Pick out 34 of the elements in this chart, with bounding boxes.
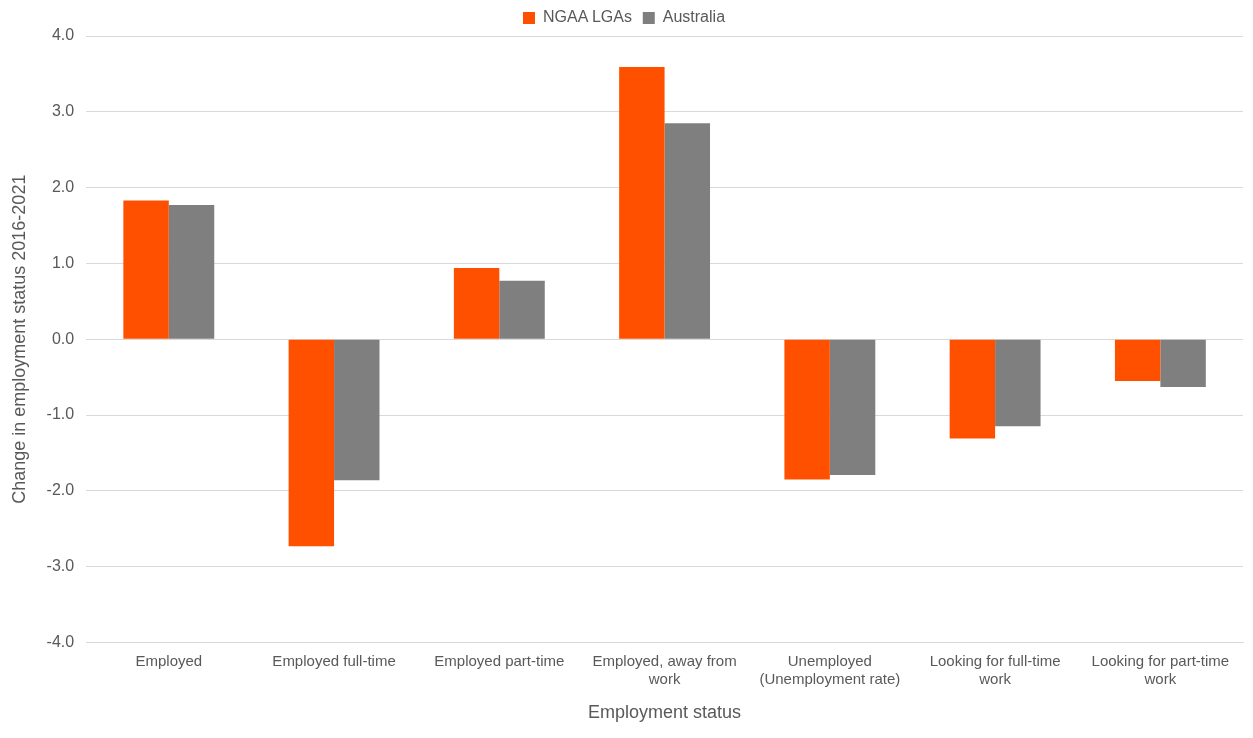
x-tick-label: Looking for full-time work <box>929 651 1061 687</box>
x-axis-title: Employment status <box>588 702 742 723</box>
x-tick-label: Unemployed (Unemployment rate) <box>759 651 901 687</box>
x-tick-label: Looking for part-time work <box>1091 651 1230 687</box>
bar <box>664 123 711 339</box>
bar <box>829 339 876 475</box>
bar <box>949 339 996 439</box>
y-tick-label: 1.0 <box>51 253 75 271</box>
x-tick-label: Employed full-time <box>272 651 396 669</box>
y-tick-label: -3.0 <box>46 557 75 575</box>
y-tick-label: -1.0 <box>46 405 75 423</box>
bar <box>453 267 500 339</box>
y-tick-label: -2.0 <box>46 481 75 499</box>
legend-label: NGAA LGAs <box>542 8 632 26</box>
y-tick-label: -4.0 <box>46 632 75 650</box>
x-tick-label: Employed part-time <box>434 651 565 669</box>
y-tick-label: 2.0 <box>51 178 75 196</box>
bar <box>1114 339 1161 381</box>
bar <box>123 200 169 339</box>
bar <box>168 205 215 339</box>
x-tick-label: Employed <box>135 651 203 669</box>
x-tick-label: Employed, away from work <box>592 651 737 687</box>
bar <box>288 339 335 547</box>
legend-label: Australia <box>662 8 726 26</box>
bar <box>499 280 545 339</box>
y-tick-label: 0.0 <box>51 329 75 347</box>
bar <box>784 339 830 480</box>
bar <box>334 339 380 481</box>
y-tick-label: 3.0 <box>51 102 75 120</box>
bar <box>1160 339 1206 387</box>
bar <box>619 67 665 339</box>
bar <box>995 339 1041 427</box>
y-axis-title: Change in employment status 2016-2021 <box>8 174 29 504</box>
y-tick-label: 4.0 <box>51 26 75 44</box>
